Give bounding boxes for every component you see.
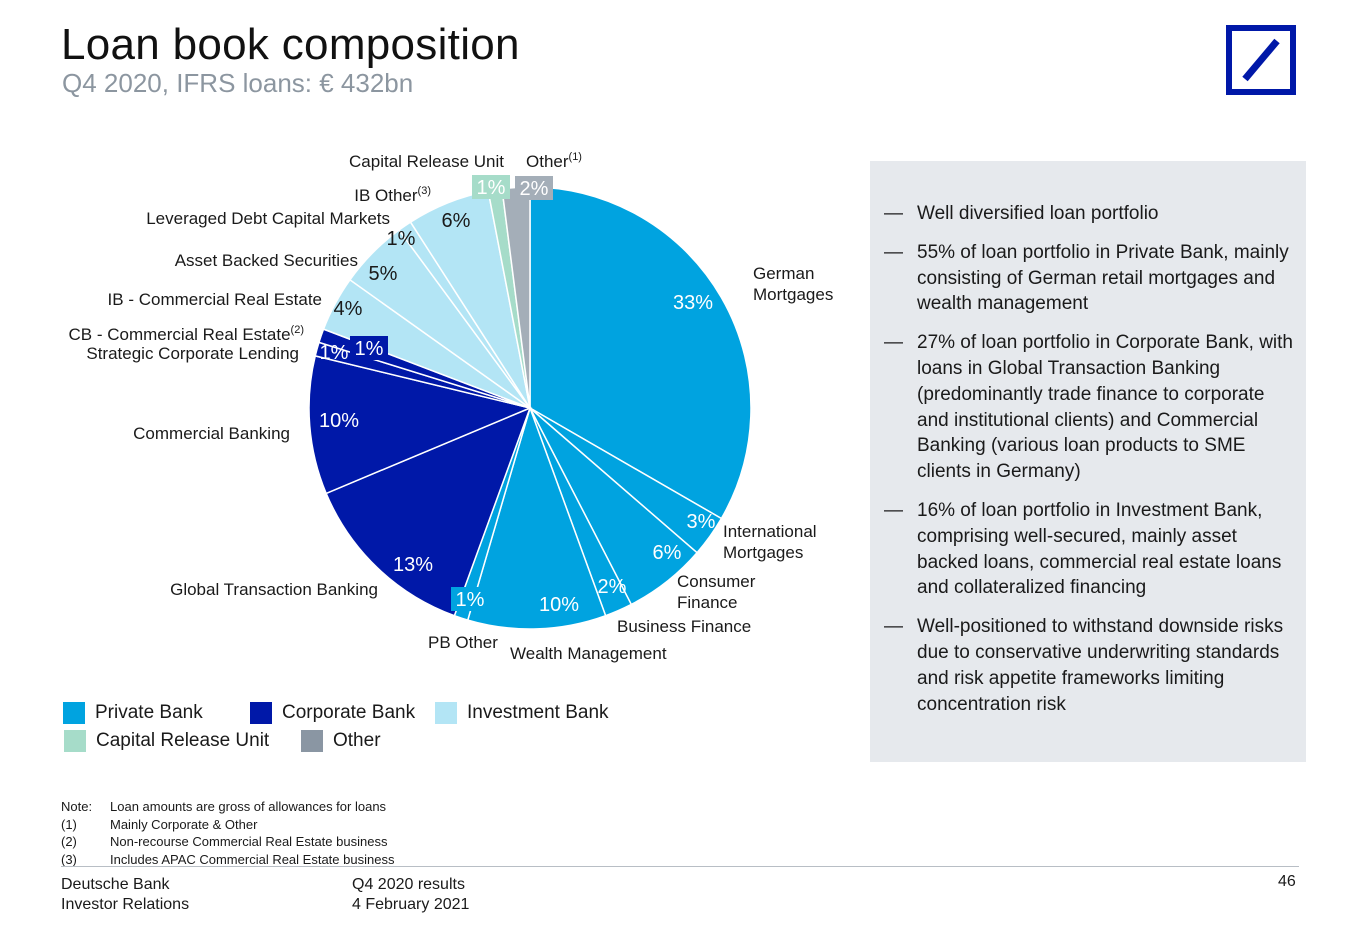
pie-value-label: 1% <box>320 342 349 364</box>
pie-slice-german-mortgages <box>529 186 752 520</box>
pie-value-label: 10% <box>539 594 579 616</box>
page-subtitle: Q4 2020, IFRS loans: € 432bn <box>62 68 414 98</box>
legend-item-corporate-bank: Corporate Bank <box>250 702 415 724</box>
footnote: (3) Includes APAC Commercial Real Estate … <box>61 851 395 867</box>
legend-item-other: Other <box>301 730 381 752</box>
key-points-list: — Well diversified loan portfolio —55% of… <box>884 201 1296 730</box>
legend-item-private-bank: Private Bank <box>63 702 203 724</box>
legend-item-investment-bank: Investment Bank <box>435 702 609 724</box>
legend-swatch <box>64 730 86 752</box>
legend-label: Investment Bank <box>467 702 609 723</box>
pie-value-label: 5% <box>369 263 398 285</box>
pie-value-label: 4% <box>334 298 363 320</box>
legend-item-capital-release-unit: Capital Release Unit <box>64 730 269 752</box>
bullet-dash-icon: — <box>884 332 903 354</box>
pie-value-label: 6% <box>442 210 471 232</box>
pie-category-label: International Mortgages <box>723 522 817 562</box>
pie-value-label-bg <box>350 336 388 360</box>
pie-category-label: Global Transaction Banking <box>170 580 378 599</box>
pie-value-label: 1% <box>387 228 416 250</box>
pie-value-label: 3% <box>687 511 716 533</box>
key-point: —16% of loan portfolio in Investment Ban… <box>884 499 1282 599</box>
legend-swatch <box>301 730 323 752</box>
pie-value-label-bg <box>451 587 489 611</box>
deutsche-bank-logo-icon <box>1226 25 1296 95</box>
legend-label: Capital Release Unit <box>96 730 270 751</box>
pie-value-label: 13% <box>393 554 433 576</box>
pie-category-label: Commercial Banking <box>133 424 290 443</box>
pie-slice-wealth-management <box>466 405 607 630</box>
key-points-panel: — Well diversified loan portfolio —55% of… <box>870 161 1306 762</box>
page-number: 46 <box>1278 873 1296 890</box>
pie-value-label: 33% <box>673 292 713 314</box>
pie-value-label: 2% <box>598 576 627 598</box>
pie-category-label: German Mortgages <box>753 264 833 304</box>
pie-value-label: 1% <box>456 589 485 611</box>
legend-swatch <box>435 702 457 724</box>
legend-swatch <box>250 702 272 724</box>
bullet-dash-icon: — <box>884 241 903 263</box>
pie-value-labels: 33%3%6%2%10%1%13%10%1% 1%4%5%1%6%1% 2% <box>319 175 716 616</box>
pie-value-label: 1% <box>477 177 506 199</box>
pie-slice-commercial-banking <box>308 354 533 495</box>
page-title: Loan book composition <box>61 20 520 69</box>
pie-category-label: Asset Backed Securities <box>175 251 358 270</box>
pie-category-label: IB - Commercial Real Estate <box>108 290 322 309</box>
pie-category-labels: German Mortgages International Mortgages Con… <box>69 151 834 663</box>
legend-label: Private Bank <box>95 702 203 723</box>
footnote: Note: Loan amounts are gross of allowance… <box>61 799 387 814</box>
footnotes: Note: Loan amounts are gross of allowance… <box>61 798 394 868</box>
pie-category-label: Capital Release Unit <box>349 152 504 171</box>
footnote: (1) Mainly Corporate & Other <box>61 816 258 832</box>
pie-category-label: Wealth Management <box>510 644 667 663</box>
legend-label: Other <box>333 730 381 751</box>
pie-category-label: IB Other(3) <box>354 185 431 205</box>
pie-category-label: Other(1) <box>526 151 582 171</box>
bullet-dash-icon: — <box>884 203 903 224</box>
key-point: — Well-positioned to withstand downside r… <box>884 616 1284 715</box>
footer-divider <box>61 866 1299 867</box>
legend-swatch <box>63 702 85 724</box>
key-point: —55% of loan portfolio in Private Bank, … <box>884 241 1289 315</box>
bullet-dash-icon: — <box>884 616 903 638</box>
pie-category-label: PB Other <box>428 633 498 652</box>
pie-value-label-bg <box>472 175 510 199</box>
pie-category-label: Leveraged Debt Capital Markets <box>146 209 390 228</box>
pie-value-label: 1% <box>355 338 384 360</box>
bullet-dash-icon: — <box>884 499 903 521</box>
pie-value-label: 10% <box>319 410 359 432</box>
pie-category-label: CB - Commercial Real Estate(2) <box>69 324 304 344</box>
pie-category-label: Consumer Finance <box>677 572 756 612</box>
footer-event: Q4 2020 results 4 February 2021 <box>352 876 470 913</box>
pie-value-label: 2% <box>520 178 549 200</box>
footnote: (2) Non-recourse Commercial Real Estate b… <box>61 834 388 850</box>
pie-slices <box>308 186 752 630</box>
footer-company: Deutsche Bank Investor Relations <box>61 876 190 913</box>
pie-value-label: 6% <box>653 542 682 564</box>
pie-category-label: Strategic Corporate Lending <box>86 344 299 363</box>
key-point: — Well diversified loan portfolio <box>884 201 1296 227</box>
pie-slice-global-transaction-banking <box>325 406 532 617</box>
pie-value-label-bg <box>515 176 553 200</box>
key-point: —27% of loan portfolio in Corporate Bank… <box>884 332 1293 483</box>
pie-category-label: Business Finance <box>617 617 751 636</box>
legend-label: Corporate Bank <box>282 702 416 723</box>
